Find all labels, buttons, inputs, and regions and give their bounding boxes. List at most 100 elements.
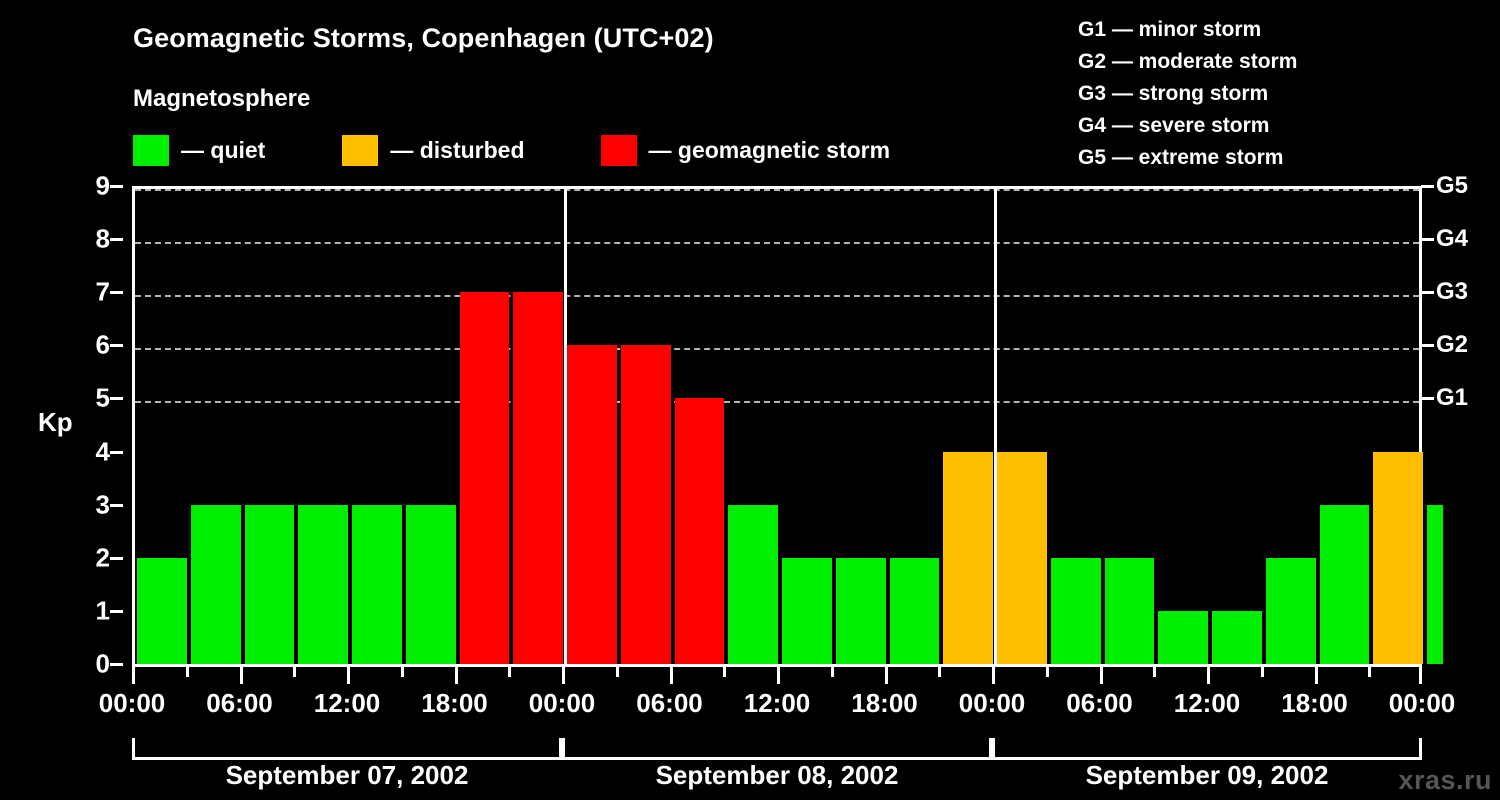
page-title: Geomagnetic Storms, Copenhagen (UTC+02) <box>133 23 714 53</box>
date-band-label: September 07, 2002 <box>225 760 469 790</box>
y-tick-label-7: 7 <box>95 276 110 307</box>
bar <box>137 557 187 664</box>
y-tick-label-4: 4 <box>95 436 110 467</box>
bar <box>1104 557 1155 664</box>
y-tick-label-0: 0 <box>95 648 110 679</box>
x-tick-major <box>347 667 350 684</box>
y-tick-4 <box>110 450 123 454</box>
legend-item: — quiet <box>133 134 266 166</box>
y-tick-0 <box>110 663 123 666</box>
x-axis-line <box>132 664 1422 667</box>
y-tick-label-8: 8 <box>95 223 110 254</box>
g-scale-entry: G2 — moderate storm <box>1078 50 1298 73</box>
x-tick-major <box>454 667 458 684</box>
x-tick-minor <box>400 667 404 677</box>
y-tick-2 <box>110 556 123 560</box>
gridline-kp-7 <box>135 295 1419 298</box>
bar <box>620 345 671 664</box>
y-tick-3 <box>110 503 123 507</box>
bar <box>1050 557 1101 664</box>
x-tick-minor <box>1153 667 1157 677</box>
date-band-label: September 08, 2002 <box>655 760 899 790</box>
x-axis-ticks <box>132 667 1422 685</box>
y-tick-label-3: 3 <box>95 489 110 520</box>
y-tick-9 <box>110 185 123 188</box>
bar <box>298 504 348 664</box>
y-tick-label-9: 9 <box>95 170 110 201</box>
y-tick-label-6: 6 <box>95 329 110 360</box>
watermark: xras.ru <box>1398 765 1492 795</box>
x-tick-label: 18:00 <box>851 688 918 718</box>
y-axis-title: Kp <box>38 407 73 437</box>
quiet-legend-swatch-icon <box>133 134 169 166</box>
bar <box>728 504 778 664</box>
x-tick-major <box>669 667 673 684</box>
y-tick-6 <box>110 344 123 348</box>
bar <box>1373 451 1423 664</box>
legend-item: — disturbed <box>342 134 525 166</box>
x-tick-label: 12:00 <box>313 688 381 718</box>
quiet-legend-label: — quiet <box>181 136 266 163</box>
bar <box>352 504 402 664</box>
bar <box>835 557 886 664</box>
x-tick-minor <box>1045 667 1049 677</box>
plot-area <box>132 186 1444 664</box>
gridline-kp-6 <box>135 348 1419 351</box>
x-tick-major <box>777 667 780 684</box>
g-scale-legend: G1 — minor storm G2 — moderate storm G3 — … <box>1078 14 1297 174</box>
y-tick-label-1: 1 <box>95 595 110 626</box>
x-tick-minor <box>723 667 727 677</box>
x-tick-minor <box>185 667 189 677</box>
date-band: September 07, 2002 <box>132 738 562 790</box>
bar <box>567 345 617 664</box>
bar <box>943 451 993 664</box>
x-tick-label: 06:00 <box>1066 688 1133 718</box>
bar <box>997 451 1047 664</box>
g-tick-label-G2: G2 <box>1436 331 1469 359</box>
y-tick-7 <box>110 291 123 295</box>
g-tick-G4 <box>1421 238 1434 242</box>
bar <box>1158 610 1208 664</box>
disturbed-legend-swatch-icon <box>342 134 379 166</box>
gridline-kp-8 <box>135 242 1419 245</box>
bar <box>190 504 241 664</box>
x-tick-label: 00:00 <box>528 688 596 718</box>
x-axis-labels: 00:00 06:00 12:00 18:00 00:00 06:00 12:00 18:00… <box>0 688 1500 724</box>
y-axis-labels: 0 1 2 3 4 5 6 7 8 9 <box>42 171 123 679</box>
y-tick-1 <box>110 609 123 613</box>
bar <box>1319 504 1370 664</box>
bar <box>674 398 725 664</box>
x-tick-label: 12:00 <box>1173 688 1241 718</box>
day-separator <box>563 189 567 664</box>
bar <box>513 292 563 664</box>
y-tick-label-5: 5 <box>95 382 110 413</box>
x-tick-minor <box>830 667 834 677</box>
x-tick-minor <box>508 667 512 677</box>
x-tick-label: 06:00 <box>206 688 273 718</box>
geomagnetic-storm-legend-label: — geomagnetic storm <box>648 136 891 163</box>
x-tick-label: 18:00 <box>1281 688 1348 718</box>
x-tick-major <box>132 667 135 684</box>
x-tick-label: 00:00 <box>958 688 1026 718</box>
bar <box>1212 610 1262 664</box>
y-tick-8 <box>110 238 123 242</box>
date-band: September 08, 2002 <box>562 738 992 790</box>
date-bands: September 07, 2002 September 08, 2002 Sept… <box>132 738 1422 796</box>
g-scale-entry: G5 — extreme storm <box>1078 146 1284 169</box>
g-scale-entry: G4 — severe storm <box>1078 114 1270 137</box>
g-tick-G3 <box>1421 291 1434 295</box>
geomagnetic-storm-legend-swatch-icon <box>600 134 637 166</box>
x-tick-label: 12:00 <box>743 688 811 718</box>
x-tick-major <box>239 667 243 684</box>
x-tick-minor <box>293 667 297 677</box>
legend-item: — geomagnetic storm <box>600 134 891 166</box>
date-band-label: September 09, 2002 <box>1085 760 1329 790</box>
bar <box>1427 504 1444 664</box>
date-band: September 09, 2002 <box>992 738 1422 790</box>
gridline-kp-5 <box>135 401 1419 404</box>
bar <box>244 504 295 664</box>
bar <box>1265 557 1316 664</box>
x-tick-major <box>1099 667 1103 684</box>
x-tick-minor <box>1260 667 1264 677</box>
